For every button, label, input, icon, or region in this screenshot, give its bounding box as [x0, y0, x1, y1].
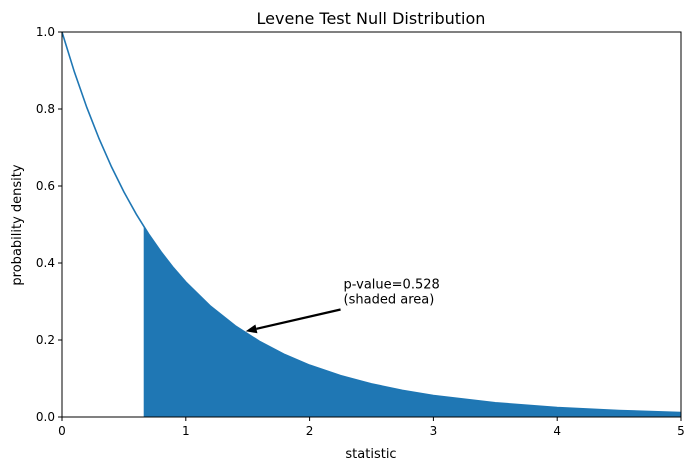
y-tick-label: 0.4	[36, 256, 55, 270]
y-axis-label: probability density	[10, 164, 25, 285]
annotation-shaded-area: (shaded area)	[344, 293, 435, 308]
y-tick-label: 0.0	[36, 410, 55, 424]
y-tick-label: 0.8	[36, 102, 55, 116]
x-axis-label: statistic	[345, 447, 396, 462]
x-tick-label: 2	[306, 424, 314, 438]
annotation-arrowhead	[245, 324, 258, 334]
chart-title: Levene Test Null Distribution	[257, 9, 486, 28]
x-tick-label: 4	[553, 424, 561, 438]
x-tick-label: 3	[430, 424, 438, 438]
annotation-pvalue: p-value=0.528	[344, 278, 440, 293]
density-line	[61, 31, 682, 414]
y-tick-label: 1.0	[36, 25, 55, 39]
y-tick-label: 0.6	[36, 179, 55, 193]
x-tick-label: 5	[677, 424, 685, 438]
x-tick-label: 0	[58, 424, 66, 438]
shaded-pvalue-area	[143, 226, 681, 417]
y-tick-label: 0.2	[36, 333, 55, 347]
annotation-arrow	[256, 308, 341, 330]
x-tick-label: 1	[182, 424, 190, 438]
plot-frame	[61, 31, 682, 418]
